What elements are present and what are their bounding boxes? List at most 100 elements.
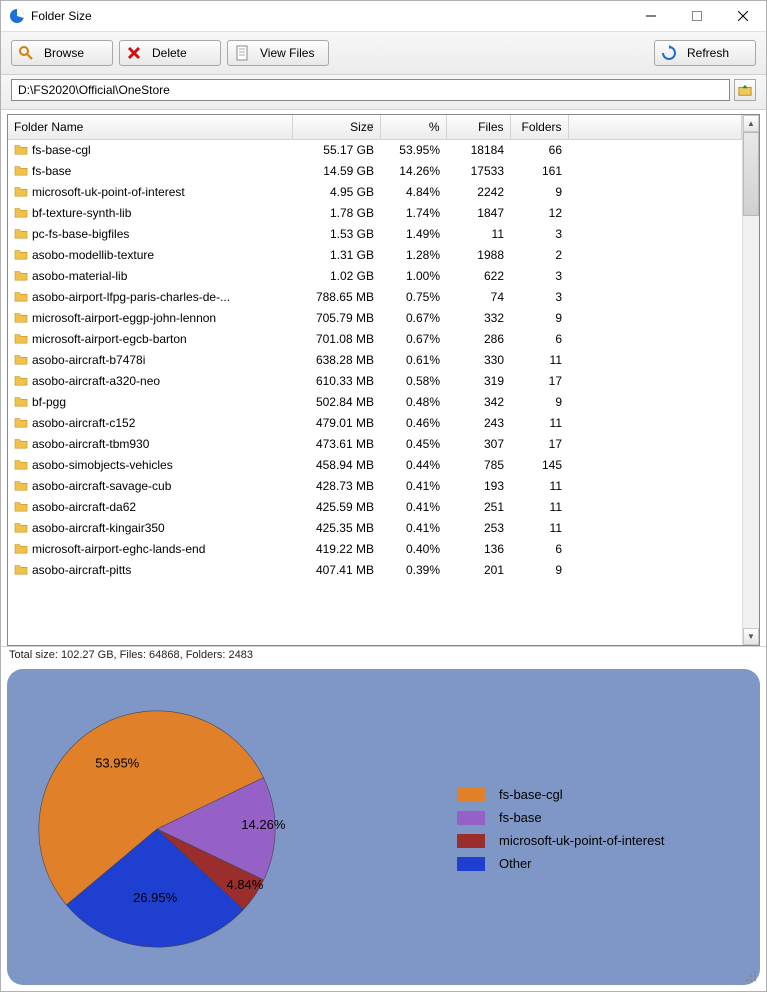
row-name: bf-pgg xyxy=(32,395,66,409)
row-size: 1.31 GB xyxy=(292,245,380,266)
table-row[interactable]: asobo-aircraft-pitts407.41 MB0.39%2019 xyxy=(8,560,742,581)
row-files: 243 xyxy=(446,413,510,434)
row-files: 1847 xyxy=(446,203,510,224)
col-name[interactable]: Folder Name xyxy=(8,115,292,139)
table-row[interactable]: fs-base14.59 GB14.26%17533161 xyxy=(8,161,742,182)
table-row[interactable]: asobo-aircraft-tbm930473.61 MB0.45%30717 xyxy=(8,434,742,455)
status-bar: Total size: 102.27 GB, Files: 64868, Fol… xyxy=(1,646,766,663)
row-files: 18184 xyxy=(446,139,510,161)
folder-icon xyxy=(14,164,28,179)
table-row[interactable]: bf-texture-synth-lib1.78 GB1.74%184712 xyxy=(8,203,742,224)
folder-icon xyxy=(14,542,28,557)
row-size: 701.08 MB xyxy=(292,329,380,350)
table-row[interactable]: asobo-material-lib1.02 GB1.00%6223 xyxy=(8,266,742,287)
folder-icon xyxy=(14,437,28,452)
table-row[interactable]: bf-pgg502.84 MB0.48%3429 xyxy=(8,392,742,413)
table-row[interactable]: asobo-simobjects-vehicles458.94 MB0.44%7… xyxy=(8,455,742,476)
delete-icon xyxy=(126,45,142,61)
row-files: 201 xyxy=(446,560,510,581)
table-row[interactable]: microsoft-airport-egcb-barton701.08 MB0.… xyxy=(8,329,742,350)
table-row[interactable]: asobo-aircraft-c152479.01 MB0.46%24311 xyxy=(8,413,742,434)
table-row[interactable]: asobo-aircraft-da62425.59 MB0.41%25111 xyxy=(8,497,742,518)
delete-button[interactable]: Delete xyxy=(119,40,221,66)
row-files: 253 xyxy=(446,518,510,539)
folder-icon xyxy=(14,521,28,536)
path-input[interactable] xyxy=(11,79,730,101)
row-files: 17533 xyxy=(446,161,510,182)
sort-desc-icon: ▽ xyxy=(367,122,373,131)
row-name: asobo-aircraft-pitts xyxy=(32,563,131,577)
folder-icon xyxy=(14,395,28,410)
row-folders: 11 xyxy=(510,476,568,497)
row-files: 342 xyxy=(446,392,510,413)
legend-item: Other xyxy=(457,856,664,871)
close-button[interactable] xyxy=(720,1,766,31)
vertical-scrollbar[interactable]: ▲ ▼ xyxy=(742,115,759,645)
row-files: 330 xyxy=(446,350,510,371)
folder-icon xyxy=(14,269,28,284)
legend-swatch xyxy=(457,811,485,825)
app-window: Folder Size Browse Delete View Files Ref… xyxy=(0,0,767,992)
col-folders[interactable]: Folders xyxy=(510,115,568,139)
table-row[interactable]: asobo-aircraft-kingair350425.35 MB0.41%2… xyxy=(8,518,742,539)
row-pct: 0.39% xyxy=(380,560,446,581)
browse-button[interactable]: Browse xyxy=(11,40,113,66)
row-folders: 11 xyxy=(510,350,568,371)
table-row[interactable]: microsoft-uk-point-of-interest4.95 GB4.8… xyxy=(8,182,742,203)
row-pct: 1.28% xyxy=(380,245,446,266)
refresh-button[interactable]: Refresh xyxy=(654,40,756,66)
row-files: 2242 xyxy=(446,182,510,203)
maximize-button[interactable] xyxy=(674,1,720,31)
row-pct: 1.74% xyxy=(380,203,446,224)
col-pct[interactable]: % xyxy=(380,115,446,139)
table-row[interactable]: microsoft-airport-eggp-john-lennon705.79… xyxy=(8,308,742,329)
row-size: 610.33 MB xyxy=(292,371,380,392)
legend-item: microsoft-uk-point-of-interest xyxy=(457,833,664,848)
row-name: pc-fs-base-bigfiles xyxy=(32,227,129,241)
table-row[interactable]: asobo-aircraft-savage-cub428.73 MB0.41%1… xyxy=(8,476,742,497)
col-files[interactable]: Files xyxy=(446,115,510,139)
folder-icon xyxy=(14,458,28,473)
table-row[interactable]: asobo-aircraft-a320-neo610.33 MB0.58%319… xyxy=(8,371,742,392)
folder-table: Folder Name Size▽ % Files Folders fs-bas… xyxy=(8,115,742,581)
col-size[interactable]: Size▽ xyxy=(292,115,380,139)
viewfiles-label: View Files xyxy=(260,46,314,60)
row-folders: 66 xyxy=(510,139,568,161)
table-row[interactable]: asobo-modellib-texture1.31 GB1.28%19882 xyxy=(8,245,742,266)
pie-slice-label: 4.84% xyxy=(226,877,263,892)
row-name: asobo-aircraft-savage-cub xyxy=(32,479,171,493)
table-row[interactable]: fs-base-cgl55.17 GB53.95%1818466 xyxy=(8,139,742,161)
folder-up-button[interactable] xyxy=(734,79,756,101)
table-row[interactable]: asobo-airport-lfpg-paris-charles-de-...7… xyxy=(8,287,742,308)
row-size: 479.01 MB xyxy=(292,413,380,434)
row-size: 14.59 GB xyxy=(292,161,380,182)
col-spacer xyxy=(568,115,742,139)
table-row[interactable]: asobo-aircraft-b7478i638.28 MB0.61%33011 xyxy=(8,350,742,371)
scroll-up-arrow[interactable]: ▲ xyxy=(743,115,759,132)
resize-grip-icon[interactable] xyxy=(744,969,758,983)
browse-label: Browse xyxy=(44,46,84,60)
row-pct: 0.41% xyxy=(380,497,446,518)
viewfiles-button[interactable]: View Files xyxy=(227,40,329,66)
table-row[interactable]: microsoft-airport-eghc-lands-end419.22 M… xyxy=(8,539,742,560)
titlebar: Folder Size xyxy=(1,1,766,31)
scroll-down-arrow[interactable]: ▼ xyxy=(743,628,759,645)
row-size: 425.35 MB xyxy=(292,518,380,539)
legend-label: microsoft-uk-point-of-interest xyxy=(499,833,664,848)
folder-icon xyxy=(14,332,28,347)
row-files: 622 xyxy=(446,266,510,287)
folder-icon xyxy=(14,248,28,263)
minimize-button[interactable] xyxy=(628,1,674,31)
row-name: asobo-aircraft-c152 xyxy=(32,416,135,430)
pathbar xyxy=(1,75,766,110)
row-pct: 14.26% xyxy=(380,161,446,182)
app-icon xyxy=(9,8,25,24)
row-size: 502.84 MB xyxy=(292,392,380,413)
scroll-thumb[interactable] xyxy=(743,132,759,216)
row-folders: 6 xyxy=(510,329,568,350)
magnifier-icon xyxy=(18,45,34,61)
row-name: microsoft-airport-eggp-john-lennon xyxy=(32,311,216,325)
table-row[interactable]: pc-fs-base-bigfiles1.53 GB1.49%113 xyxy=(8,224,742,245)
row-folders: 12 xyxy=(510,203,568,224)
folder-icon xyxy=(14,143,28,158)
